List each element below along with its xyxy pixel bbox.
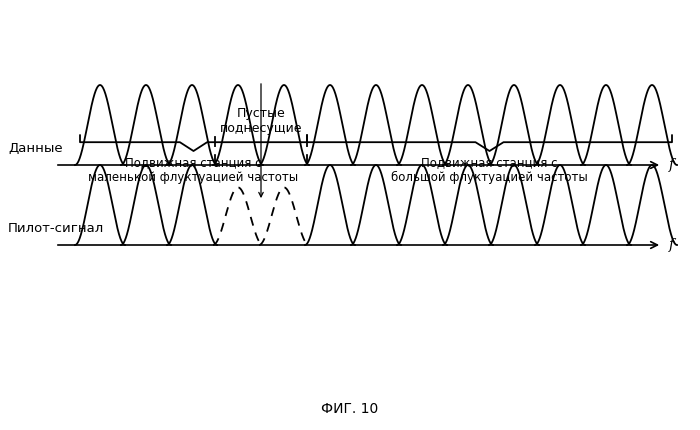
Text: Подвижная станция с
большой флуктуацией частоты: Подвижная станция с большой флуктуацией …: [391, 156, 588, 184]
Text: f: f: [669, 238, 674, 252]
Text: Пилот-сигнал: Пилот-сигнал: [8, 222, 104, 235]
Text: f: f: [669, 158, 674, 172]
Text: Пустые
поднесущие: Пустые поднесущие: [220, 107, 302, 135]
Text: Подвижная станция с
маленькой флуктуацией частоты: Подвижная станция с маленькой флуктуацие…: [88, 156, 299, 184]
Text: Данные: Данные: [8, 142, 62, 155]
Text: ФИГ. 10: ФИГ. 10: [321, 402, 379, 416]
